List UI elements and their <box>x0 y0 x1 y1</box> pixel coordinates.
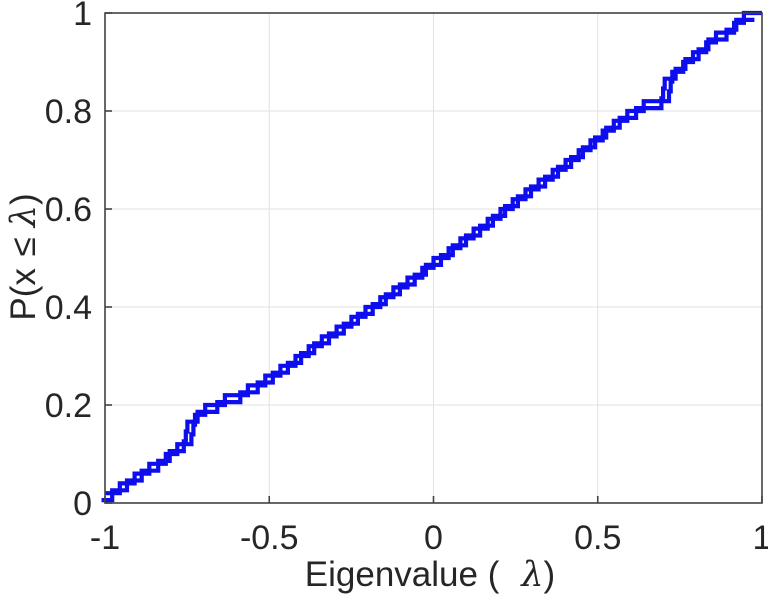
x-tick-label: -1 <box>90 519 120 557</box>
y-axis-label: P(x ≤ λ) <box>4 193 44 321</box>
lambda-symbol: λ <box>4 205 44 228</box>
y-axis-label-prefix: P(x <box>4 258 43 321</box>
x-tick-label: 0 <box>424 519 443 557</box>
y-axis-label-suffix: ) <box>4 193 43 206</box>
x-tick-label: -0.5 <box>240 519 299 557</box>
curves-group <box>101 10 762 503</box>
y-tick-label: 0.4 <box>45 289 92 327</box>
x-tick-label: 0.5 <box>574 519 621 557</box>
ecdf-curve-2 <box>101 17 755 503</box>
y-tick-label: 0 <box>73 485 92 523</box>
x-tick-label: 1 <box>753 519 768 557</box>
x-axis-label: Eigenvalue ( λ) <box>305 557 555 593</box>
x-axis-label-prefix: Eigenvalue ( <box>304 555 500 594</box>
y-tick-label: 1 <box>73 0 92 33</box>
y-tick-label: 0.8 <box>45 93 92 131</box>
lambda-symbol: λ <box>521 555 544 595</box>
y-tick-label: 0.6 <box>45 191 92 229</box>
leq-symbol: ≤ <box>4 237 43 257</box>
x-axis-label-suffix: ) <box>543 555 556 594</box>
ecdf-curve-1 <box>105 10 762 496</box>
y-tick-label: 0.2 <box>45 387 92 425</box>
